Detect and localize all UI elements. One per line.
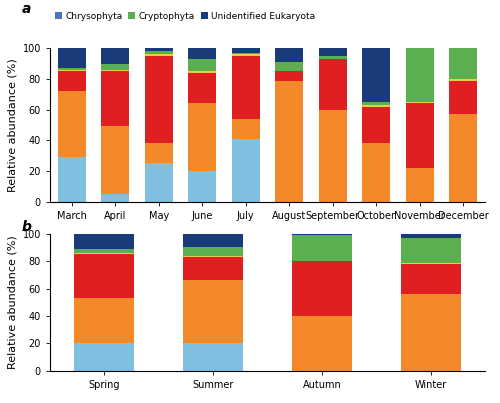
Bar [406, 102, 434, 104]
Legend: Chrysophyta, Cryptophyta, Unidentified Eukaryota: Chrysophyta, Cryptophyta, Unidentified E… [54, 12, 316, 21]
Bar [362, 48, 390, 102]
Bar [318, 110, 347, 202]
Bar [406, 168, 434, 202]
Text: b: b [22, 220, 32, 234]
Bar [101, 194, 130, 202]
Bar [58, 91, 86, 157]
Bar [232, 119, 260, 139]
Bar [101, 70, 130, 71]
Bar [183, 256, 243, 257]
Bar [292, 261, 352, 316]
Bar [406, 104, 434, 168]
Text: a: a [22, 2, 31, 17]
Bar [74, 254, 134, 298]
Y-axis label: Relative abundance (%): Relative abundance (%) [7, 58, 17, 192]
Bar [58, 70, 86, 71]
Y-axis label: Relative abundance (%): Relative abundance (%) [7, 235, 17, 369]
Bar [406, 47, 434, 102]
Bar [58, 71, 86, 91]
Bar [362, 105, 390, 106]
Bar [101, 127, 130, 194]
Bar [144, 52, 173, 54]
Bar [400, 234, 460, 238]
Bar [449, 48, 478, 79]
Bar [183, 234, 243, 247]
Bar [183, 343, 243, 371]
Bar [58, 48, 86, 68]
Bar [74, 249, 134, 253]
Bar [188, 59, 216, 71]
Bar [275, 81, 304, 202]
Bar [362, 143, 390, 202]
Bar [183, 257, 243, 280]
Bar [188, 71, 216, 73]
Bar [318, 59, 347, 110]
Bar [275, 62, 304, 71]
Bar [232, 48, 260, 53]
Bar [232, 56, 260, 119]
Bar [101, 48, 130, 64]
Bar [144, 163, 173, 202]
Bar [318, 56, 347, 59]
Bar [188, 48, 216, 59]
Bar [144, 54, 173, 56]
Bar [362, 106, 390, 143]
Bar [101, 64, 130, 70]
Bar [400, 238, 460, 262]
Bar [74, 234, 134, 249]
Bar [232, 139, 260, 202]
Bar [275, 71, 304, 81]
Bar [183, 247, 243, 256]
Bar [292, 316, 352, 371]
Bar [144, 48, 173, 52]
Bar [449, 81, 478, 114]
Bar [144, 56, 173, 143]
Bar [449, 114, 478, 202]
Bar [292, 234, 352, 235]
Bar [400, 264, 460, 294]
Bar [449, 79, 478, 81]
Bar [188, 73, 216, 104]
Bar [232, 54, 260, 56]
Bar [292, 235, 352, 261]
Bar [362, 102, 390, 105]
Bar [188, 171, 216, 202]
Bar [101, 71, 130, 127]
Bar [275, 48, 304, 62]
Bar [58, 68, 86, 70]
Bar [144, 143, 173, 163]
Bar [188, 104, 216, 171]
Bar [232, 53, 260, 54]
Bar [318, 48, 347, 56]
Bar [183, 280, 243, 343]
Bar [400, 294, 460, 371]
Bar [400, 262, 460, 264]
Bar [58, 157, 86, 202]
Bar [74, 343, 134, 371]
Bar [74, 253, 134, 254]
Bar [74, 298, 134, 343]
